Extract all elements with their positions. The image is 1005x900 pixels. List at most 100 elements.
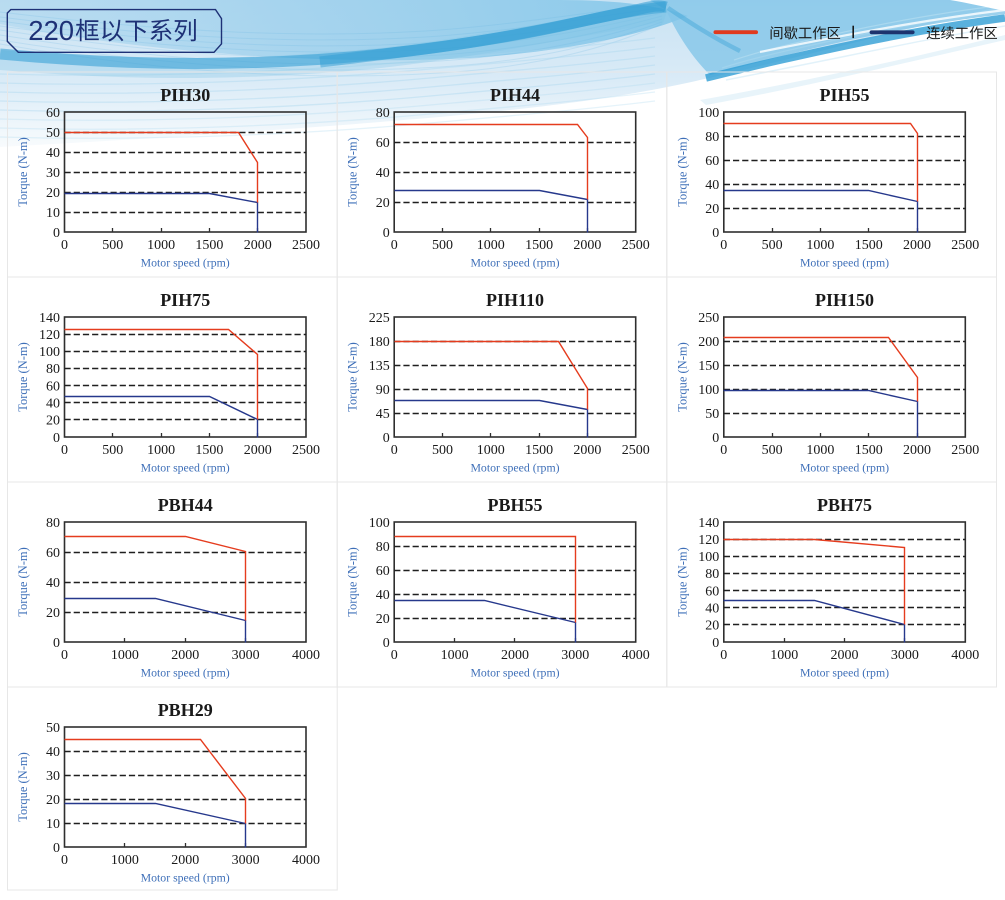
svg-text:80: 80 xyxy=(376,106,390,121)
svg-text:0: 0 xyxy=(720,443,727,458)
svg-text:3000: 3000 xyxy=(232,853,260,868)
svg-text:PIH110: PIH110 xyxy=(486,290,544,310)
svg-text:40: 40 xyxy=(46,146,60,161)
svg-text:Torque (N-m): Torque (N-m) xyxy=(16,752,30,822)
svg-text:Torque (N-m): Torque (N-m) xyxy=(16,137,30,207)
svg-text:60: 60 xyxy=(46,379,60,394)
svg-text:60: 60 xyxy=(705,154,719,169)
svg-text:250: 250 xyxy=(698,311,719,326)
svg-text:40: 40 xyxy=(46,397,60,412)
svg-text:500: 500 xyxy=(102,443,123,458)
svg-text:Torque (N-m): Torque (N-m) xyxy=(675,342,689,412)
svg-text:Motor speed (rpm): Motor speed (rpm) xyxy=(470,256,559,270)
svg-text:1500: 1500 xyxy=(195,443,223,458)
svg-text:4000: 4000 xyxy=(292,853,320,868)
svg-text:150: 150 xyxy=(698,359,719,374)
svg-text:80: 80 xyxy=(376,540,390,555)
svg-text:PIH150: PIH150 xyxy=(815,290,874,310)
svg-text:80: 80 xyxy=(46,516,60,531)
svg-text:PBH44: PBH44 xyxy=(158,495,213,515)
svg-text:120: 120 xyxy=(39,328,60,343)
svg-text:2500: 2500 xyxy=(951,443,979,458)
svg-text:20: 20 xyxy=(376,196,390,211)
svg-text:3000: 3000 xyxy=(561,648,589,663)
svg-text:3000: 3000 xyxy=(891,648,919,663)
svg-text:100: 100 xyxy=(698,383,719,398)
svg-text:1500: 1500 xyxy=(855,443,883,458)
svg-text:Motor speed (rpm): Motor speed (rpm) xyxy=(470,666,559,680)
svg-text:1000: 1000 xyxy=(111,648,139,663)
svg-text:80: 80 xyxy=(46,362,60,377)
svg-text:60: 60 xyxy=(376,136,390,151)
svg-text:0: 0 xyxy=(391,443,398,458)
svg-text:Torque (N-m): Torque (N-m) xyxy=(346,342,360,412)
svg-text:0: 0 xyxy=(383,431,390,446)
svg-text:2500: 2500 xyxy=(622,238,650,253)
svg-text:PIH55: PIH55 xyxy=(819,85,869,105)
svg-text:1000: 1000 xyxy=(111,853,139,868)
svg-text:1000: 1000 xyxy=(806,238,834,253)
svg-text:2500: 2500 xyxy=(292,443,320,458)
svg-text:30: 30 xyxy=(46,769,60,784)
svg-text:60: 60 xyxy=(705,584,719,599)
svg-text:60: 60 xyxy=(376,564,390,579)
svg-text:PIH44: PIH44 xyxy=(490,85,540,105)
svg-text:2500: 2500 xyxy=(951,238,979,253)
svg-text:500: 500 xyxy=(762,443,783,458)
svg-text:1000: 1000 xyxy=(806,443,834,458)
svg-text:Motor speed (rpm): Motor speed (rpm) xyxy=(141,461,230,475)
svg-text:Torque (N-m): Torque (N-m) xyxy=(346,137,360,207)
svg-text:30: 30 xyxy=(46,166,60,181)
svg-text:500: 500 xyxy=(432,443,453,458)
svg-text:10: 10 xyxy=(46,206,60,221)
svg-text:Torque (N-m): Torque (N-m) xyxy=(675,547,689,617)
svg-text:2000: 2000 xyxy=(171,853,199,868)
svg-text:20: 20 xyxy=(376,612,390,627)
svg-text:PIH75: PIH75 xyxy=(160,290,210,310)
svg-text:140: 140 xyxy=(39,311,60,326)
svg-text:0: 0 xyxy=(61,853,68,868)
svg-text:PBH29: PBH29 xyxy=(158,700,213,720)
svg-text:2000: 2000 xyxy=(573,443,601,458)
svg-text:60: 60 xyxy=(46,546,60,561)
svg-text:140: 140 xyxy=(698,516,719,531)
svg-text:50: 50 xyxy=(46,721,60,736)
svg-text:PBH55: PBH55 xyxy=(487,495,542,515)
svg-text:0: 0 xyxy=(720,648,727,663)
svg-text:20: 20 xyxy=(705,619,719,634)
svg-text:1500: 1500 xyxy=(525,443,553,458)
svg-text:Torque (N-m): Torque (N-m) xyxy=(16,342,30,412)
svg-text:10: 10 xyxy=(46,817,60,832)
svg-text:120: 120 xyxy=(698,533,719,548)
svg-text:4000: 4000 xyxy=(951,648,979,663)
svg-text:20: 20 xyxy=(46,606,60,621)
svg-text:3000: 3000 xyxy=(232,648,260,663)
svg-text:80: 80 xyxy=(705,567,719,582)
svg-text:1000: 1000 xyxy=(441,648,469,663)
svg-text:0: 0 xyxy=(712,636,719,651)
svg-text:2500: 2500 xyxy=(622,443,650,458)
svg-text:1000: 1000 xyxy=(477,443,505,458)
svg-text:Motor speed (rpm): Motor speed (rpm) xyxy=(141,871,230,885)
svg-text:0: 0 xyxy=(53,431,60,446)
svg-text:50: 50 xyxy=(46,126,60,141)
svg-text:2500: 2500 xyxy=(292,238,320,253)
svg-text:40: 40 xyxy=(705,178,719,193)
svg-text:0: 0 xyxy=(61,443,68,458)
svg-text:2000: 2000 xyxy=(244,443,272,458)
svg-text:40: 40 xyxy=(376,588,390,603)
svg-text:2000: 2000 xyxy=(903,443,931,458)
svg-text:100: 100 xyxy=(39,345,60,360)
svg-text:0: 0 xyxy=(53,226,60,241)
svg-text:180: 180 xyxy=(369,335,390,350)
svg-text:0: 0 xyxy=(720,238,727,253)
svg-text:60: 60 xyxy=(46,106,60,121)
svg-text:0: 0 xyxy=(383,226,390,241)
svg-text:PIH30: PIH30 xyxy=(160,85,210,105)
svg-text:500: 500 xyxy=(102,238,123,253)
svg-text:0: 0 xyxy=(391,238,398,253)
svg-text:Motor speed (rpm): Motor speed (rpm) xyxy=(141,666,230,680)
svg-text:1000: 1000 xyxy=(147,443,175,458)
svg-text:Motor speed (rpm): Motor speed (rpm) xyxy=(141,256,230,270)
svg-text:4000: 4000 xyxy=(622,648,650,663)
